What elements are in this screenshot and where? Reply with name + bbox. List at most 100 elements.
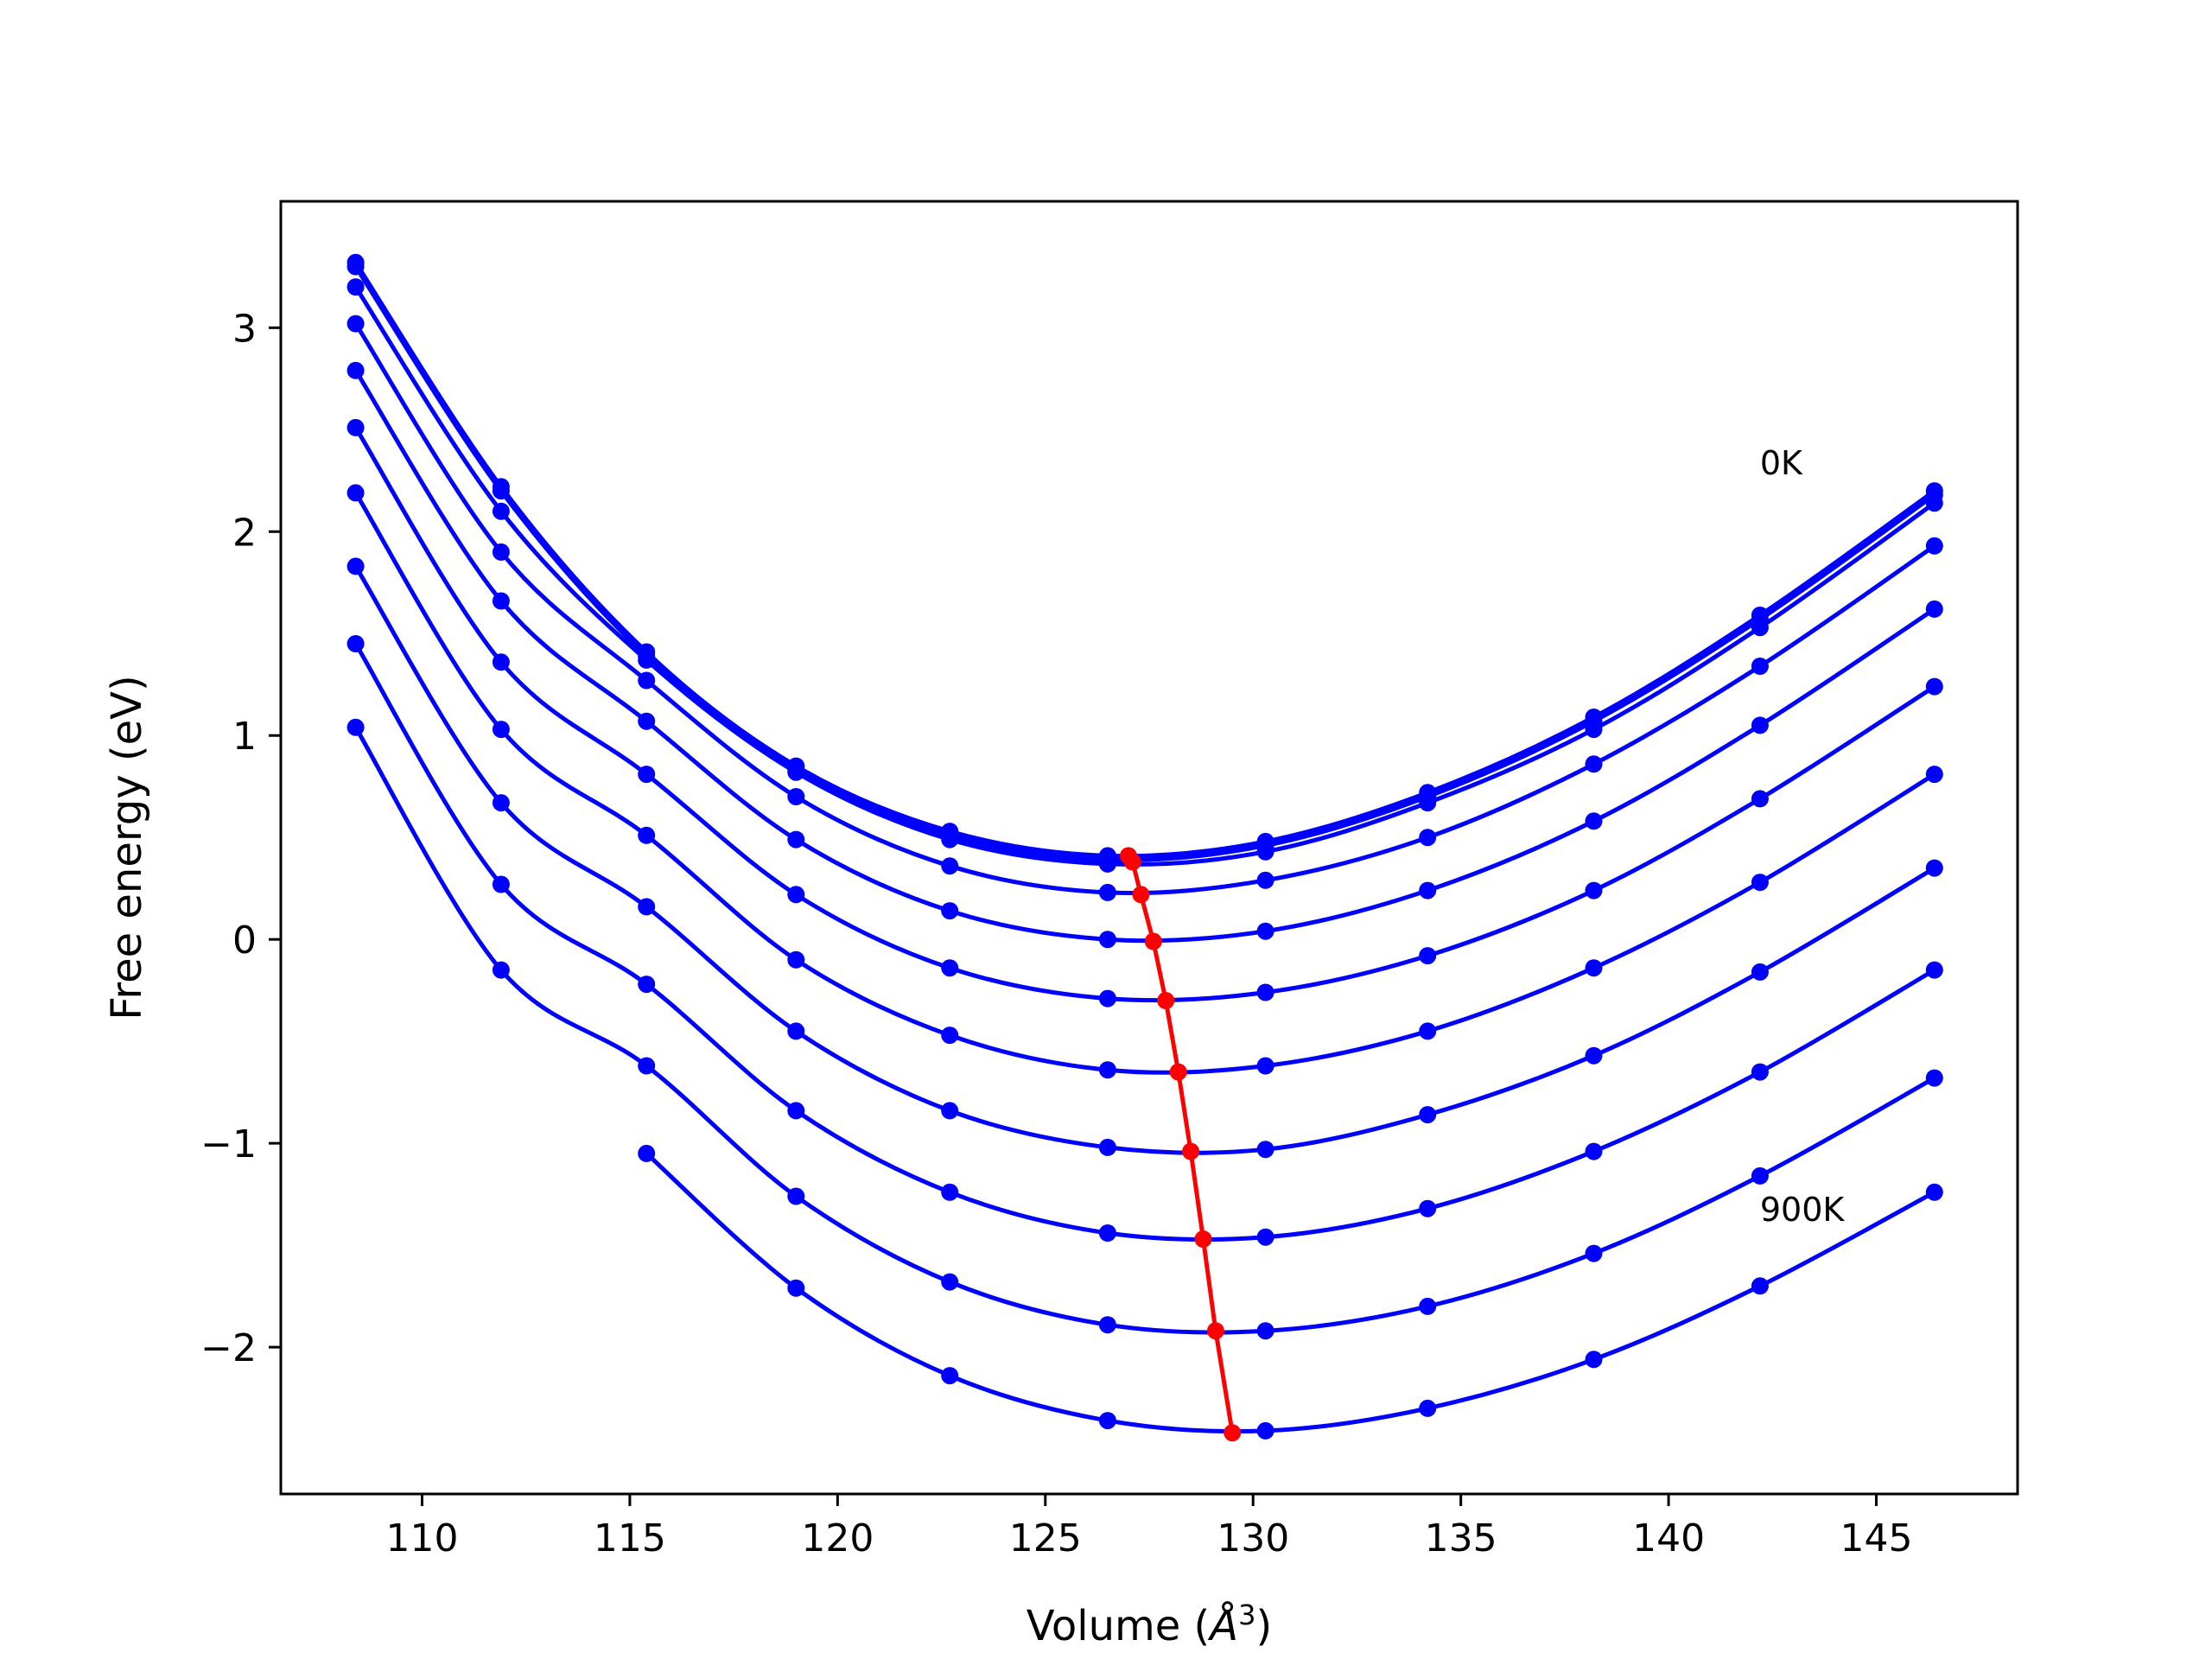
- data-point: [941, 830, 959, 849]
- x-tick-label: 125: [1009, 1516, 1082, 1560]
- series-line: [353, 285, 1936, 867]
- data-point: [787, 886, 805, 904]
- x-tick-label: 110: [386, 1516, 459, 1560]
- data-point: [1098, 1061, 1116, 1079]
- minimum-point: [1132, 886, 1150, 904]
- data-point: [1256, 983, 1274, 1001]
- data-point: [1256, 922, 1274, 940]
- y-tick-label: −2: [200, 1326, 257, 1370]
- series-7: [346, 557, 1943, 1159]
- series-2: [346, 278, 1943, 873]
- data-point: [787, 830, 805, 849]
- data-point: [941, 1183, 959, 1201]
- series-5: [346, 418, 1943, 1007]
- data-point: [1585, 959, 1603, 977]
- data-point: [1585, 1046, 1603, 1065]
- data-point: [1751, 1166, 1769, 1185]
- x-tick-label: 145: [1840, 1516, 1913, 1560]
- data-point: [1098, 1138, 1116, 1156]
- minimum-point: [1194, 1230, 1212, 1248]
- minima-layer: [1120, 847, 1242, 1442]
- data-point: [1098, 855, 1116, 873]
- x-tick-label: 120: [801, 1516, 874, 1560]
- data-point: [1751, 619, 1769, 637]
- data-point: [1585, 812, 1603, 830]
- y-tick-label: 1: [232, 715, 257, 759]
- data-point: [941, 1027, 959, 1045]
- x-tick-label: 115: [594, 1516, 666, 1560]
- data-point: [1751, 1277, 1769, 1295]
- data-point: [1098, 883, 1116, 901]
- data-point: [346, 635, 365, 652]
- data-point: [638, 976, 656, 994]
- data-point: [1751, 658, 1769, 675]
- series-line: [353, 265, 1936, 863]
- data-point: [492, 543, 510, 561]
- y-tick-label: −1: [200, 1122, 257, 1166]
- series-4: [346, 361, 1943, 949]
- data-point: [1585, 881, 1603, 899]
- data-point: [1925, 1069, 1943, 1087]
- data-point: [492, 592, 510, 610]
- x-tick-label: 135: [1425, 1516, 1497, 1560]
- data-point: [638, 651, 656, 669]
- data-point: [1256, 1228, 1274, 1246]
- data-point: [1751, 963, 1769, 981]
- data-point: [1419, 881, 1437, 899]
- data-point: [1256, 1141, 1274, 1159]
- data-point: [492, 875, 510, 893]
- data-point: [787, 1102, 805, 1120]
- data-point: [346, 484, 365, 502]
- series-line: [353, 642, 1936, 1243]
- series-6: [346, 484, 1943, 1079]
- data-point: [638, 826, 656, 844]
- data-point: [492, 794, 510, 812]
- data-point: [1098, 931, 1116, 949]
- data-point: [787, 788, 805, 805]
- data-point: [638, 766, 656, 784]
- data-point: [1419, 1106, 1437, 1124]
- x-axis: 110 115 120 125 130 135 140 145: [386, 1494, 1913, 1560]
- data-point: [346, 278, 365, 296]
- data-point: [787, 950, 805, 969]
- data-point: [1925, 537, 1943, 555]
- data-point: [1925, 600, 1943, 618]
- data-point: [1256, 842, 1274, 861]
- series-9: [346, 718, 1943, 1340]
- data-point: [1585, 1142, 1603, 1160]
- data-point: [346, 315, 365, 333]
- data-point: [638, 898, 656, 916]
- data-point: [1419, 1297, 1437, 1315]
- series-line: [353, 261, 1936, 859]
- data-point: [1925, 677, 1943, 696]
- minimum-point: [1169, 1063, 1187, 1081]
- minimum-point: [1206, 1322, 1224, 1340]
- data-point: [941, 1273, 959, 1291]
- data-point: [1585, 721, 1603, 739]
- data-point: [1925, 1183, 1943, 1201]
- series-line: [353, 492, 1936, 1075]
- data-point: [1585, 1244, 1603, 1262]
- data-point: [787, 1279, 805, 1297]
- data-point: [1256, 1322, 1274, 1340]
- data-point: [638, 1144, 656, 1162]
- data-point: [941, 959, 959, 977]
- data-point: [346, 257, 365, 276]
- data-point: [1256, 871, 1274, 889]
- series-line: [645, 1152, 1936, 1434]
- y-tick-label: 0: [232, 918, 257, 963]
- series-layer: [346, 253, 1943, 1440]
- series-line: [353, 322, 1936, 896]
- minimum-point: [1123, 853, 1141, 871]
- data-point: [1751, 716, 1769, 734]
- y-tick-label: 3: [232, 307, 257, 351]
- data-point: [1585, 755, 1603, 773]
- x-axis-title: Volume (Å3): [1027, 1599, 1272, 1650]
- x-tick-label: 130: [1217, 1516, 1289, 1560]
- data-point: [492, 721, 510, 739]
- data-point: [1419, 1022, 1437, 1040]
- data-point: [346, 418, 365, 436]
- data-point: [492, 482, 510, 500]
- data-point: [346, 718, 365, 736]
